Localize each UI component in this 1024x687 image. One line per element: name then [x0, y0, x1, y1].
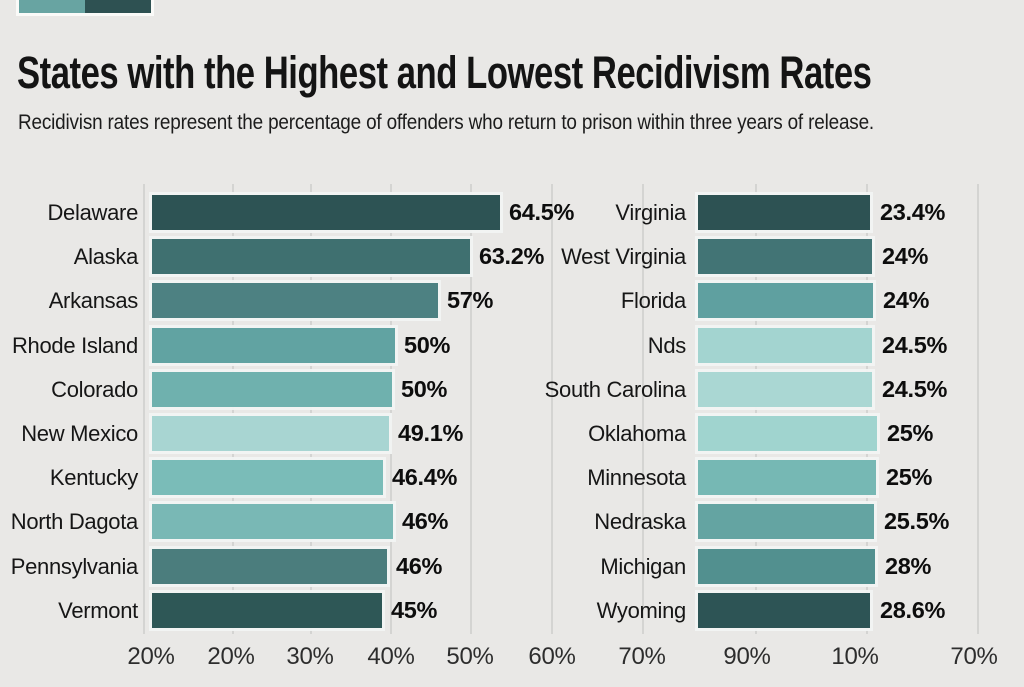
value-label: 50%	[404, 332, 451, 358]
gridline	[977, 184, 979, 634]
gridline	[390, 184, 392, 634]
state-label: West Virginia	[561, 244, 686, 269]
bar	[152, 416, 389, 451]
gridline	[470, 184, 472, 634]
gridline	[310, 184, 312, 634]
state-label: Delaware	[47, 200, 138, 225]
page-subtitle: Recidivisn rates represent the percentag…	[18, 110, 875, 134]
gridline	[866, 184, 868, 634]
state-label: Colorado	[51, 377, 138, 402]
value-label: 46%	[396, 553, 443, 579]
value-label: 23.4%	[880, 199, 946, 225]
state-label: Nedraska	[594, 509, 686, 534]
value-label: 24%	[883, 287, 930, 313]
bar	[698, 372, 872, 407]
value-label: 46%	[402, 508, 449, 534]
value-label: 28.6%	[880, 597, 946, 623]
x-axis-tick-label: 20%	[207, 643, 255, 670]
value-label: 45%	[391, 597, 438, 623]
gridline	[232, 184, 234, 634]
state-label: North Dagota	[10, 509, 139, 534]
bar	[698, 593, 870, 628]
gridline	[755, 184, 757, 634]
value-label: 64.5%	[509, 199, 575, 225]
x-axis-tick-label: 20%	[127, 643, 175, 670]
bar	[698, 328, 872, 363]
x-axis-tick-label: 50%	[446, 643, 494, 670]
value-label: 28%	[885, 553, 932, 579]
bar	[152, 195, 500, 230]
x-axis-tick-label: 90%	[723, 643, 771, 670]
state-label: Arkansas	[48, 288, 139, 313]
state-label: Oklahoma	[588, 421, 686, 446]
state-label: Michigan	[600, 554, 686, 579]
value-label: 49.1%	[398, 420, 464, 446]
legend	[16, 0, 154, 16]
state-label: Kentucky	[49, 465, 138, 490]
bar	[152, 593, 382, 628]
state-label: Minnesota	[587, 465, 686, 490]
x-axis-tick-label: 10%	[831, 643, 879, 670]
bar	[698, 283, 873, 318]
value-label: 24%	[882, 243, 929, 269]
legend-swatch-light-teal	[19, 0, 85, 13]
value-label: 50%	[401, 376, 448, 402]
page-title: States with the Highest and Lowest Recid…	[17, 47, 872, 98]
x-axis-tick-label: 60%	[528, 643, 576, 670]
value-label: 24.5%	[882, 332, 948, 358]
bar	[698, 239, 872, 274]
bar	[698, 416, 877, 451]
bar	[152, 328, 395, 363]
bar	[152, 239, 470, 274]
value-label: 25%	[887, 420, 934, 446]
bar	[152, 283, 438, 318]
bar	[698, 460, 876, 495]
gridline	[143, 184, 145, 634]
x-axis-tick-label: 30%	[286, 643, 334, 670]
bar	[698, 504, 874, 539]
value-label: 25%	[886, 464, 933, 490]
value-label: 46.4%	[392, 464, 458, 490]
value-label: 57%	[447, 287, 494, 313]
bar	[698, 195, 870, 230]
value-label: 63.2%	[479, 243, 545, 269]
gridline	[642, 184, 644, 634]
x-axis-tick-label: 70%	[950, 643, 998, 670]
value-label: 24.5%	[882, 376, 948, 402]
bar	[152, 460, 383, 495]
legend-swatch-dark-teal	[85, 0, 151, 13]
bar	[152, 504, 393, 539]
state-label: Pennsylvania	[10, 554, 139, 579]
state-label: Rhode Island	[11, 333, 138, 358]
x-axis-tick-label: 70%	[618, 643, 666, 670]
bar	[152, 372, 392, 407]
value-label: 25.5%	[884, 508, 950, 534]
gridline	[551, 184, 553, 634]
state-label: Alaska	[73, 244, 139, 269]
state-label: Virginia	[615, 200, 686, 225]
state-label: Florida	[620, 288, 686, 313]
state-label: South Carolina	[544, 377, 687, 402]
bar	[152, 549, 387, 584]
bar	[698, 549, 875, 584]
x-axis-tick-label: 40%	[367, 643, 415, 670]
state-label: Wyoming	[596, 598, 687, 623]
state-label: Nds	[647, 333, 687, 358]
state-label: Vermont	[58, 598, 138, 623]
state-label: New Mexico	[21, 421, 138, 446]
